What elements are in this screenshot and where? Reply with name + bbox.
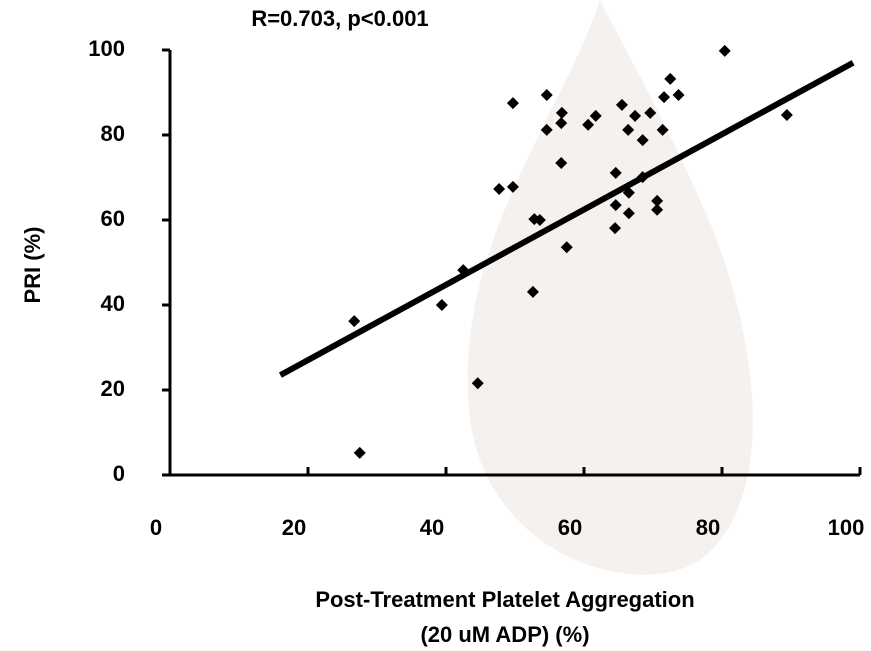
y-tick-label: 80 <box>101 121 125 146</box>
y-tick-label: 60 <box>101 206 125 231</box>
x-axis-label: (20 uM ADP) (%) <box>420 622 589 647</box>
point <box>658 91 671 104</box>
point <box>636 171 649 184</box>
watermark <box>467 0 753 575</box>
x-tick-label: 40 <box>420 515 444 540</box>
point <box>672 89 685 102</box>
point <box>622 123 635 136</box>
point <box>644 106 657 119</box>
point <box>555 117 568 130</box>
point <box>622 186 635 199</box>
point <box>636 134 649 147</box>
point <box>435 299 448 311</box>
point <box>622 207 635 220</box>
x-tick-label: 20 <box>282 515 306 540</box>
x-tick-label: 100 <box>828 515 865 540</box>
y-axis-label: PRI (%) <box>20 227 45 304</box>
point <box>533 214 546 226</box>
point <box>353 446 366 459</box>
point <box>540 89 553 102</box>
point <box>506 97 519 110</box>
y-tick-label: 40 <box>101 291 125 316</box>
point <box>609 222 622 235</box>
point <box>629 109 642 122</box>
point <box>540 123 553 136</box>
point <box>555 157 568 170</box>
point <box>457 264 470 277</box>
point <box>651 203 664 216</box>
point <box>609 166 622 179</box>
point <box>664 72 677 85</box>
point <box>609 199 622 212</box>
trendline <box>278 60 855 378</box>
point <box>526 285 539 298</box>
point <box>506 180 519 193</box>
point <box>560 241 573 254</box>
point <box>471 377 484 390</box>
x-tick-label: 60 <box>558 515 582 540</box>
chart-title: R=0.703, p<0.001 <box>251 6 428 31</box>
point <box>348 315 361 328</box>
x-tick-label: 80 <box>696 515 720 540</box>
point <box>582 118 595 131</box>
point <box>589 109 602 122</box>
point <box>651 194 664 207</box>
point <box>718 44 731 57</box>
point <box>656 123 669 136</box>
x-tick-label: 0 <box>150 515 162 540</box>
point <box>493 182 506 195</box>
point <box>615 98 628 111</box>
y-tick-label: 100 <box>88 36 125 61</box>
y-tick-label: 0 <box>113 461 125 486</box>
x-axis-label: Post-Treatment Platelet Aggregation <box>315 587 694 612</box>
point <box>780 109 793 122</box>
y-tick-label: 20 <box>101 376 125 401</box>
point <box>555 106 568 119</box>
